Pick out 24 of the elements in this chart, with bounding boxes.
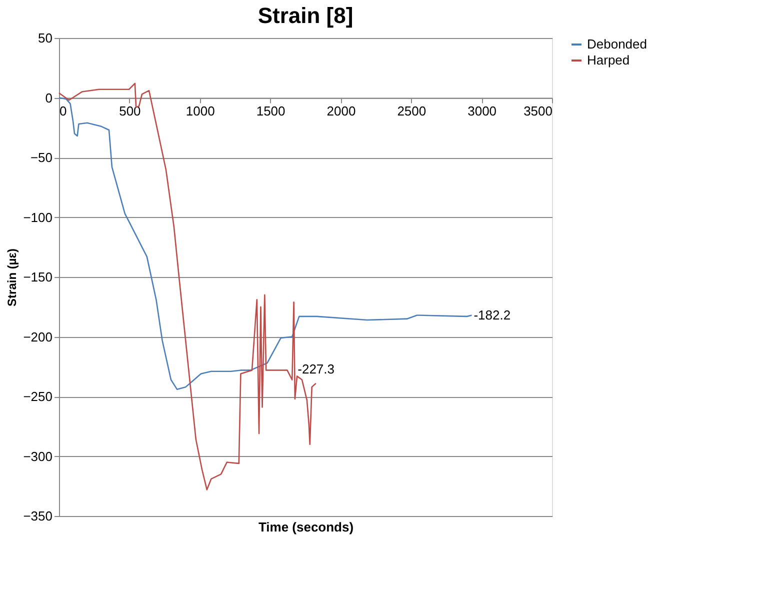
x-axis-title: Time (seconds) bbox=[258, 520, 354, 534]
y-axis-title: Strain (µε) bbox=[5, 248, 20, 306]
annotation: -227.3 bbox=[298, 361, 335, 376]
y-tick-label: −350 bbox=[23, 508, 52, 524]
y-tick-label: −150 bbox=[23, 270, 52, 284]
y-tick-label: −250 bbox=[23, 389, 52, 404]
y-tick-label: 50 bbox=[38, 30, 52, 46]
x-tick-label: 0 bbox=[60, 103, 67, 118]
y-tick-label: −100 bbox=[23, 210, 52, 225]
x-tick-label: 1000 bbox=[186, 103, 215, 118]
chart-title: Strain [8] bbox=[258, 3, 354, 28]
x-tick-label: 2000 bbox=[326, 103, 356, 118]
legend-label: Harped bbox=[587, 52, 630, 68]
x-tick-label: 3000 bbox=[468, 103, 497, 118]
x-tick-label: 3500 bbox=[524, 103, 552, 118]
legend-label: Debonded bbox=[587, 36, 647, 52]
x-tick-label: 500 bbox=[119, 103, 141, 118]
y-tick-label: −300 bbox=[23, 448, 52, 464]
x-tick-label: 1500 bbox=[256, 103, 286, 118]
annotation: -182.2 bbox=[474, 307, 511, 322]
x-tick-label: 2500 bbox=[397, 103, 426, 118]
y-tick-label: −50 bbox=[30, 150, 52, 165]
y-tick-label: 0 bbox=[45, 90, 52, 106]
y-tick-label: −200 bbox=[23, 329, 52, 344]
